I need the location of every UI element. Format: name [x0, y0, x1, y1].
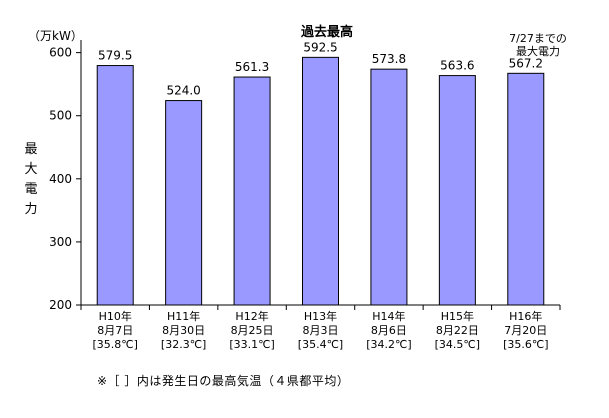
category-year-label: H14年	[372, 309, 405, 323]
bar-value-label: 567.2	[509, 56, 543, 70]
category-date-label: 8月25日	[231, 324, 274, 337]
y-tick-label: 200	[49, 298, 72, 312]
y-tick-label: 300	[49, 235, 72, 249]
bar-value-label: 561.3	[235, 60, 269, 74]
annotation-line-2: 最大電力	[516, 44, 560, 58]
y-axis-title: 最大電力	[24, 142, 38, 217]
category-temp-label: [35.6℃]	[503, 338, 548, 351]
category-year-label: H16年	[509, 309, 542, 323]
category-date-label: 8月22日	[436, 324, 479, 337]
category-year-label: H15年	[441, 309, 474, 323]
category-date-label: 8月30日	[162, 324, 205, 337]
footnote: ※［ ］内は発生日の最高気温（４県都平均）	[97, 374, 350, 388]
category-temp-label: [32.3℃]	[161, 338, 206, 351]
category-temp-label: [34.2℃]	[366, 338, 411, 351]
bar	[302, 56, 339, 306]
bar-value-label: 573.8	[372, 52, 406, 66]
category-date-label: 7月20日	[504, 324, 547, 337]
bar	[233, 76, 271, 306]
category-date-label: 8月3日	[303, 324, 339, 337]
category-year-label: H12年	[235, 309, 268, 323]
bar-value-label: 563.6	[440, 59, 474, 73]
category-year-label: H10年	[99, 309, 132, 323]
category-temp-label: [35.4℃]	[298, 338, 343, 351]
category-temp-label: [34.5℃]	[435, 338, 480, 351]
category-year-label: H13年	[304, 309, 337, 323]
value-labels: 579.5 524.0 561.3 592.5 573.8 563.6 567.2	[98, 40, 543, 97]
category-year-label: H11年	[167, 309, 200, 323]
y-tick-label: 600	[49, 46, 72, 60]
bar-value-label: 592.5	[303, 40, 337, 54]
y-tick-label: 400	[49, 172, 72, 186]
category-date-label: 8月7日	[97, 324, 133, 337]
bar-value-label: 524.0	[166, 84, 200, 98]
y-tick-label: 500	[49, 109, 72, 123]
y-axis-ticks: 200 300 400 500 600	[49, 46, 561, 312]
category-date-label: 8月6日	[371, 324, 407, 337]
bar	[96, 65, 134, 306]
category-temp-label: [33.1℃]	[229, 338, 274, 351]
bar	[507, 72, 545, 306]
bar-series	[96, 56, 545, 306]
bar-value-label: 579.5	[98, 49, 132, 63]
y-unit-label: （万kW）	[28, 29, 83, 43]
bar	[438, 75, 476, 306]
chart-title: 過去最高	[300, 24, 353, 40]
annotation-line-1: 7/27までの	[509, 32, 567, 45]
bar	[370, 68, 408, 306]
bar	[165, 100, 203, 306]
category-temp-label: [35.8℃]	[92, 338, 137, 351]
